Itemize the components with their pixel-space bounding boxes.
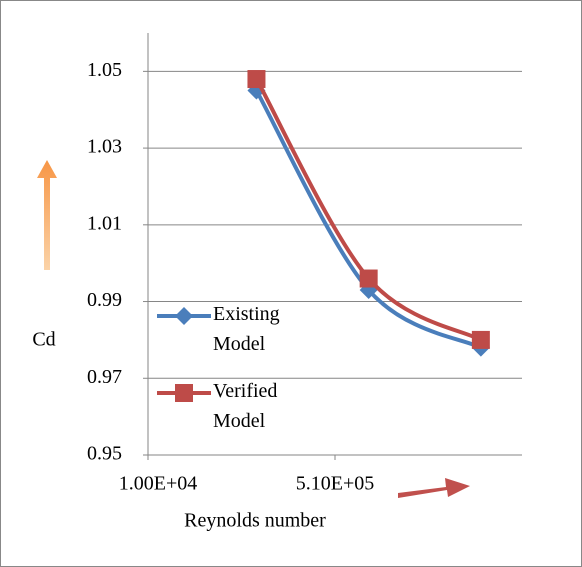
series-line (254, 78, 482, 342)
y-tick-label: 0.97 (87, 366, 122, 388)
legend-label: Verified Model (213, 380, 278, 432)
y-tick-label: 1.01 (87, 212, 122, 234)
data-point (359, 269, 378, 288)
data-point (471, 330, 490, 349)
legend-marker (175, 384, 193, 402)
y-tick-label: 0.99 (87, 289, 122, 311)
y-tick-label: 0.95 (87, 443, 122, 465)
y-tick-label: 1.03 (87, 136, 122, 158)
right-arrow (398, 478, 470, 498)
data-point (247, 70, 266, 89)
legend-label: Existing Model (213, 303, 280, 355)
x-tick-label: 5.10E+05 (296, 473, 375, 495)
x-tick-label: 1.00E+04 (119, 473, 198, 495)
y-axis-label: Cd (32, 329, 55, 351)
x-axis-label: Reynolds number (184, 510, 326, 532)
y-tick-label: 1.05 (87, 59, 122, 81)
legend-marker (175, 307, 193, 325)
up-arrow (37, 160, 57, 270)
